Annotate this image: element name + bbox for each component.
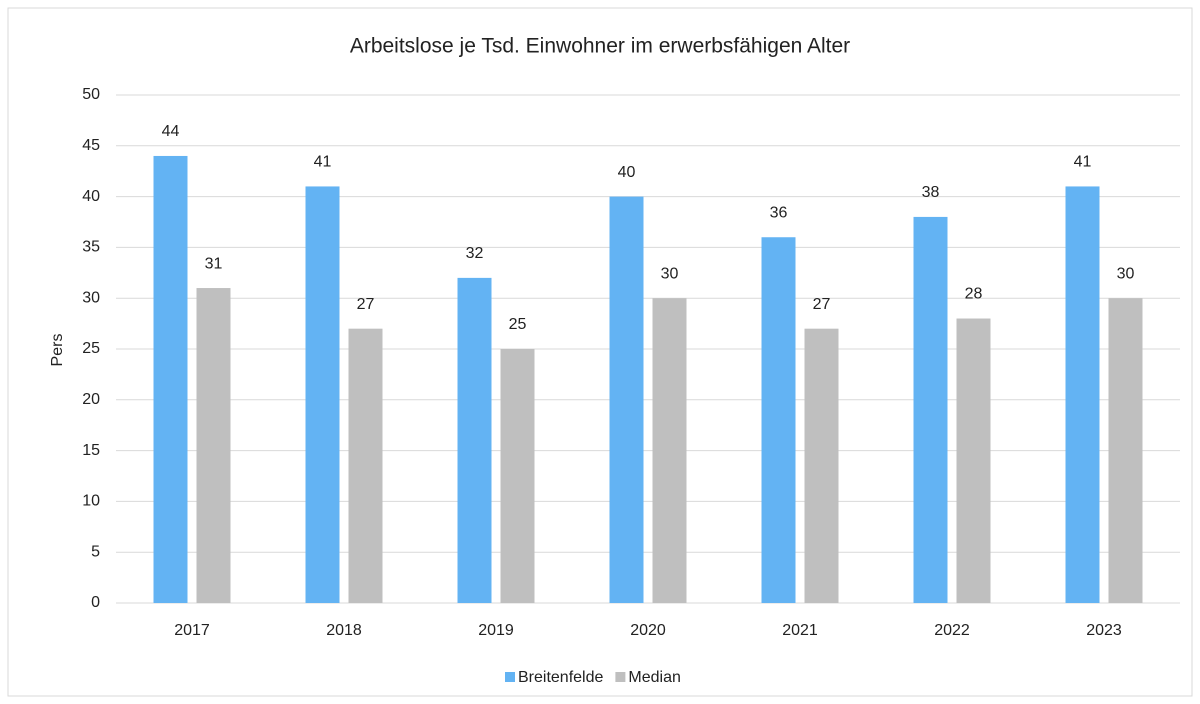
legend-label: Breitenfelde <box>518 669 603 686</box>
y-tick-label: 40 <box>82 188 100 205</box>
bar <box>609 196 644 603</box>
x-tick-label: 2022 <box>934 622 970 639</box>
x-tick-label: 2021 <box>782 622 818 639</box>
data-label: 31 <box>205 255 223 272</box>
bar <box>1108 298 1143 603</box>
y-tick-label: 20 <box>82 391 100 408</box>
x-tick-label: 2020 <box>630 622 666 639</box>
x-tick-label: 2019 <box>478 622 514 639</box>
x-tick-label: 2018 <box>326 622 362 639</box>
bar <box>761 237 796 604</box>
y-tick-label: 45 <box>82 137 100 154</box>
legend-swatch <box>505 672 515 682</box>
data-label: 30 <box>661 265 679 282</box>
data-label: 28 <box>965 286 983 303</box>
y-tick-label: 30 <box>82 289 100 306</box>
bar <box>804 328 839 603</box>
data-label: 32 <box>466 245 484 262</box>
bar <box>196 288 231 603</box>
y-tick-label: 50 <box>82 86 100 103</box>
data-label: 27 <box>357 296 375 313</box>
bar <box>1065 186 1100 603</box>
y-tick-label: 15 <box>82 442 100 459</box>
bar <box>652 298 687 603</box>
y-tick-label: 5 <box>91 543 100 560</box>
data-label: 38 <box>922 184 940 201</box>
data-label: 41 <box>1074 154 1092 171</box>
bar <box>457 277 492 603</box>
bar <box>348 328 383 603</box>
data-label: 40 <box>618 164 636 181</box>
y-tick-label: 35 <box>82 239 100 256</box>
bar <box>500 349 535 603</box>
bar <box>913 216 948 604</box>
chart-title: Arbeitslose je Tsd. Einwohner im erwerbs… <box>350 35 850 58</box>
data-label: 44 <box>162 123 180 140</box>
x-tick-label: 2023 <box>1086 622 1122 639</box>
data-label: 27 <box>813 296 831 313</box>
data-label: 25 <box>509 316 527 333</box>
bar <box>305 186 340 603</box>
bar <box>956 318 991 603</box>
y-tick-label: 0 <box>91 594 100 611</box>
y-tick-label: 10 <box>82 493 100 510</box>
bar <box>153 155 188 603</box>
y-axis-label: Pers <box>49 334 66 367</box>
data-label: 30 <box>1117 265 1135 282</box>
y-tick-label: 25 <box>82 340 100 357</box>
x-tick-label: 2017 <box>174 622 210 639</box>
legend-swatch <box>615 672 626 682</box>
data-label: 36 <box>770 204 788 221</box>
data-label: 41 <box>314 154 332 171</box>
legend-label: Median <box>628 669 680 686</box>
